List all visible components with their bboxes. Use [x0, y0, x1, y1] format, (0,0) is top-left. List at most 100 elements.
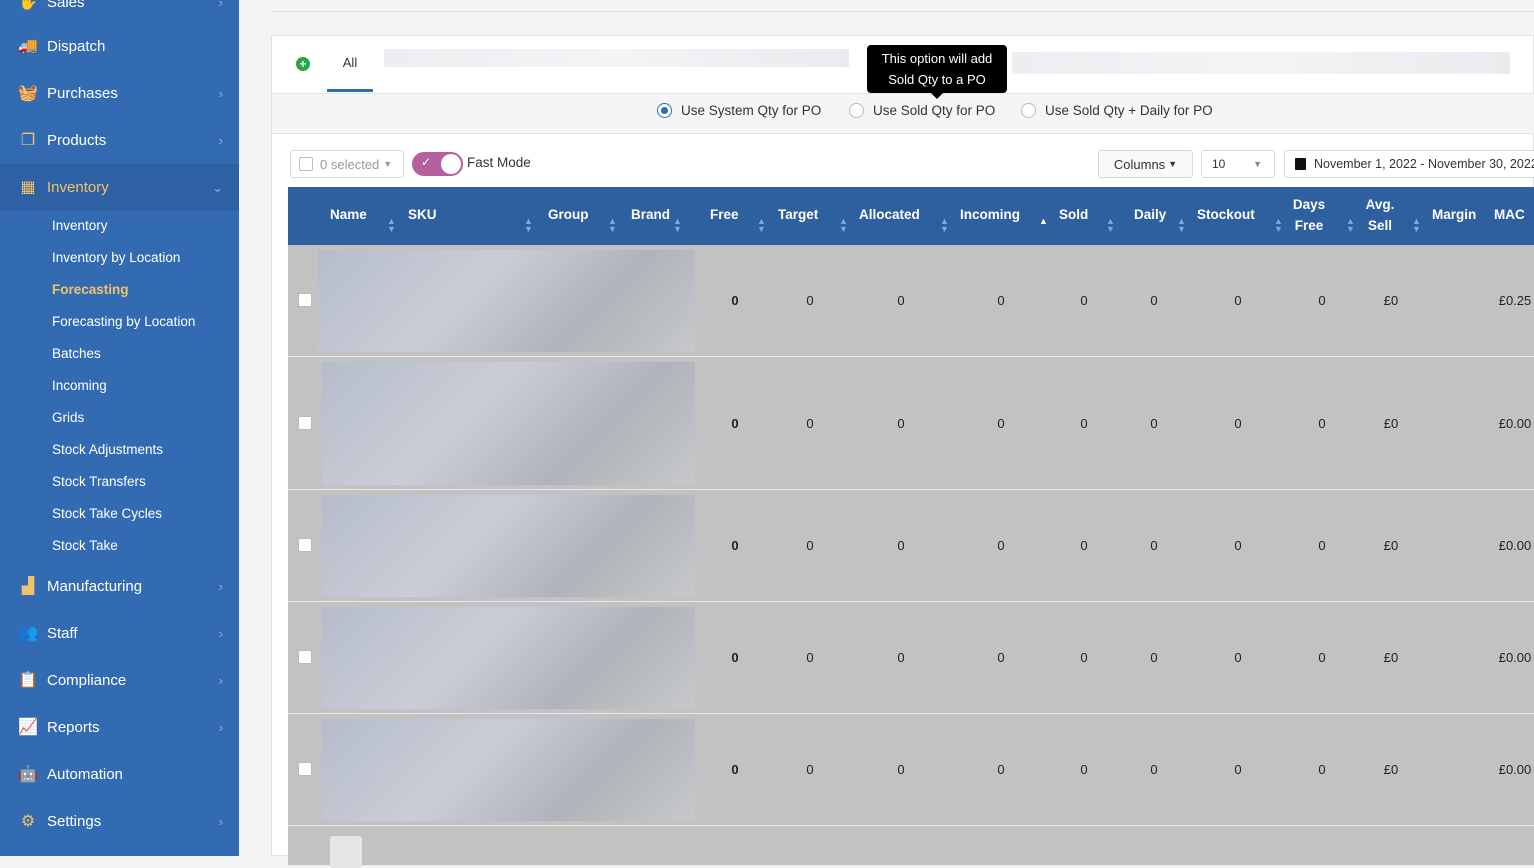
sort-icon[interactable]: ▲ ▼ — [608, 216, 617, 234]
sort-icon[interactable]: ▲ ▼ — [1106, 216, 1115, 234]
column-header-avg-sell[interactable]: Avg. Sell — [1365, 197, 1395, 233]
sidebar-subitem-stock-take[interactable]: Stock Take — [52, 538, 118, 553]
date-range-picker[interactable]: November 1, 2022 - November 30, 2022 — [1284, 150, 1534, 178]
cell-incoming: 0 — [997, 415, 1005, 431]
date-range-value: November 1, 2022 - November 30, 2022 — [1314, 157, 1534, 171]
columns-button[interactable]: Columns ▼ — [1098, 150, 1193, 178]
sort-icon[interactable]: ▲ ▼ — [387, 216, 396, 234]
cell-mac: £0.00 — [1498, 650, 1532, 665]
cell-stockout: 0 — [1234, 650, 1242, 665]
table-row[interactable]: 0 0 0 0 0 0 0 0 £0 £0.00 — [288, 714, 1534, 826]
row-checkbox[interactable] — [298, 650, 312, 664]
sidebar-subitem-grids[interactable]: Grids — [52, 410, 85, 425]
tab-all[interactable]: All — [327, 54, 373, 92]
sidebar-subitem-stock-take-cycles[interactable]: Stock Take Cycles — [52, 506, 163, 521]
sidebar-subitem-stock-adjustments[interactable]: Stock Adjustments — [52, 442, 164, 457]
sort-icon[interactable]: ▲ ▼ — [673, 216, 682, 234]
po-option-radio[interactable]: Use Sold Qty for PO — [849, 103, 995, 118]
sort-icon[interactable]: ▲ ▼ — [1274, 216, 1283, 234]
po-option-radio[interactable]: Use System Qty for PO — [657, 103, 821, 118]
cell-daily: 0 — [1150, 650, 1158, 665]
sort-icon[interactable]: ▲ ▼ — [1177, 216, 1186, 234]
cell-incoming: 0 — [997, 538, 1005, 553]
cell-stockout: 0 — [1234, 762, 1242, 777]
radio-button[interactable] — [849, 103, 864, 118]
radio-button[interactable] — [657, 103, 672, 118]
sidebar-item-reports[interactable]: 📈 Reports › — [0, 704, 239, 751]
column-header-daily[interactable]: Daily — [1134, 207, 1167, 222]
sort-icon[interactable]: ▲ ▼ — [524, 216, 533, 234]
product-name-blurred — [322, 719, 695, 821]
row-checkbox[interactable] — [298, 762, 312, 776]
sidebar-item-compliance[interactable]: 📋 Compliance › — [0, 657, 239, 704]
cell-incoming: 0 — [997, 293, 1005, 308]
sort-icon[interactable]: ▲ ▼ — [839, 216, 848, 234]
sidebar-item-label: Dispatch — [47, 38, 106, 55]
column-header-target[interactable]: Target — [778, 207, 819, 222]
table-row[interactable]: 0 0 0 0 0 0 0 0 £0 £0.00 — [288, 357, 1534, 490]
product-name-blurred — [322, 362, 695, 485]
sidebar-item-staff[interactable]: 👥 Staff › — [0, 610, 239, 657]
table-row[interactable]: 0 0 0 0 0 0 0 0 £0 £0.00 — [288, 602, 1534, 714]
column-header-margin[interactable]: Margin — [1432, 207, 1477, 222]
column-header-incoming[interactable]: Incoming — [960, 207, 1020, 222]
column-header-allocated[interactable]: Allocated — [859, 207, 920, 222]
column-header-free[interactable]: Free — [710, 207, 739, 222]
po-option-radio[interactable]: Use Sold Qty + Daily for PO — [1021, 103, 1213, 118]
sidebar-item-settings[interactable]: ⚙ Settings › — [0, 798, 239, 845]
column-header-name[interactable]: Name — [330, 207, 367, 222]
fast-mode-toggle[interactable]: ✓ — [412, 152, 463, 176]
sidebar-subitem-stock-transfers[interactable]: Stock Transfers — [52, 474, 146, 489]
sidebar-item-manufacturing[interactable]: ▟ Manufacturing › — [0, 563, 239, 610]
sidebar-subitem-forecasting-by-location[interactable]: Forecasting by Location — [52, 314, 196, 329]
sidebar-subitem-batches[interactable]: Batches — [52, 346, 101, 361]
table-row[interactable]: 0 0 0 0 0 0 0 0 £0 £0.25 — [288, 245, 1534, 357]
column-header-days-free[interactable]: Days Free — [1292, 197, 1326, 233]
sidebar-item-products[interactable]: ❐ Products › — [0, 117, 239, 164]
column-header-sku[interactable]: SKU — [408, 207, 437, 222]
sort-icon[interactable]: ▲ ▼ — [1039, 216, 1048, 234]
sidebar-item-dispatch[interactable]: 🚚 Dispatch — [0, 23, 239, 70]
sidebar-item-sales[interactable]: ✋ Sales › — [0, 0, 239, 26]
table-row[interactable]: 0 0 0 0 0 0 0 0 £0 £0.00 — [288, 490, 1534, 602]
sort-icon[interactable]: ▲ ▼ — [940, 216, 949, 234]
sidebar-subitem-inventory[interactable]: Inventory — [52, 218, 108, 233]
radio-button[interactable] — [1021, 103, 1036, 118]
users-icon: 👥 — [18, 624, 38, 642]
page-size-select[interactable]: 10 ▼ — [1201, 150, 1275, 178]
row-checkbox[interactable] — [298, 538, 312, 552]
sort-icon[interactable]: ▲ ▼ — [1412, 216, 1421, 234]
sidebar-item-purchases[interactable]: 🧺 Purchases › — [0, 70, 239, 117]
chevron-right-icon: › — [218, 720, 223, 735]
cell-allocated: 0 — [897, 293, 905, 308]
cell-target: 0 — [806, 538, 814, 553]
column-header-mac[interactable]: MAC — [1494, 207, 1525, 222]
sidebar-subitem-incoming[interactable]: Incoming — [52, 378, 107, 393]
clipboard-icon: 📋 — [18, 671, 38, 689]
column-header-stockout[interactable]: Stockout — [1197, 207, 1255, 222]
copy-icon: ❐ — [20, 131, 36, 149]
cell-avg-sell: £0 — [1383, 538, 1399, 553]
cell-target: 0 — [806, 762, 814, 777]
select-all-checkbox[interactable] — [299, 157, 313, 171]
sidebar-subitem-forecasting[interactable]: Forecasting — [52, 282, 129, 297]
sidebar-item-inventory[interactable]: ▦ Inventory ⌄ — [0, 164, 239, 211]
sort-icon[interactable]: ▲ ▼ — [1346, 216, 1355, 234]
blurred-tab[interactable] — [1012, 52, 1510, 74]
row-checkbox[interactable] — [298, 415, 312, 430]
row-checkbox[interactable] — [298, 293, 312, 307]
add-tab-icon[interactable]: + — [296, 57, 310, 71]
column-header-brand[interactable]: Brand — [631, 207, 671, 222]
cell-mac: £0.00 — [1498, 538, 1532, 553]
select-dropdown[interactable]: 0 selected ▼ — [290, 150, 404, 178]
sidebar-item-label: Staff — [47, 625, 78, 642]
blurred-tab[interactable] — [384, 49, 849, 67]
sidebar-subitem-inventory-by-location[interactable]: Inventory by Location — [52, 250, 181, 265]
sidebar-item-automation[interactable]: 🤖 Automation — [0, 751, 239, 798]
column-header-group[interactable]: Group — [548, 207, 589, 222]
column-header-sold[interactable]: Sold — [1059, 207, 1089, 222]
chevron-right-icon: › — [218, 626, 223, 641]
sort-icon[interactable]: ▲ ▼ — [757, 216, 766, 234]
product-name-blurred — [322, 607, 695, 709]
cell-stockout: 0 — [1234, 415, 1242, 431]
